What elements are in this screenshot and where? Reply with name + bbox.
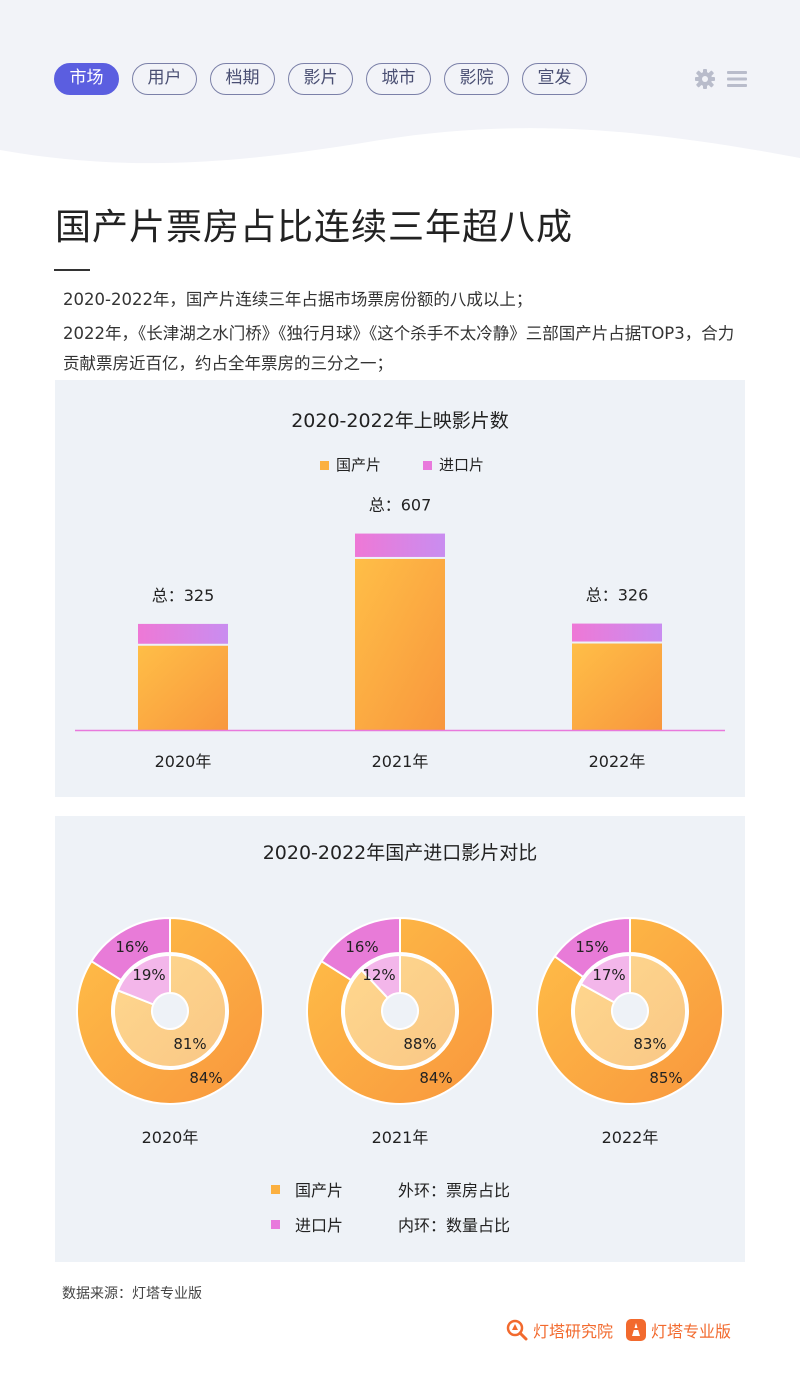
total-label: 总：326 <box>586 586 649 605</box>
tab-schedule[interactable]: 档期 <box>210 63 275 95</box>
inner-imported-label: 17% <box>592 966 625 984</box>
top-nav: 市场 用户 档期 影片 城市 影院 宣发 <box>54 63 587 95</box>
chart-title: 2020-2022年国产进口影片对比 <box>263 842 538 864</box>
donut-chart-panel: 2020-2022年国产进口影片对比 16% 19% 81% 84% 2020年 16% 12… <box>55 816 745 1262</box>
legend-label: 进口片 <box>439 456 484 474</box>
intro-paragraph-1: 2020-2022年，国产片连续三年占据市场票房份额的八成以上； <box>63 290 533 309</box>
outer-ring-imported-slice <box>320 916 401 982</box>
outer-imported-label: 16% <box>345 938 378 956</box>
outer-imported-label: 16% <box>115 938 148 956</box>
lighthouse-logo-icon <box>506 1319 528 1341</box>
legend-swatch <box>320 461 329 470</box>
inner-imported-label: 19% <box>132 966 165 984</box>
bar-domestic <box>138 645 228 730</box>
tab-cities[interactable]: 城市 <box>366 63 431 95</box>
outer-ring-domestic-slice <box>306 916 494 1105</box>
bar-chart-panel: 2020-2022年上映影片数国产片 进口片总：325 2020年 总：607 2021… <box>55 380 745 797</box>
x-tick-label: 2020年 <box>155 752 212 771</box>
inner-imported-label: 12% <box>362 966 395 984</box>
intro-text: 2020-2022年，国产片连续三年占据市场票房份额的八成以上； 2022年，《… <box>63 285 743 383</box>
tab-publicity[interactable]: 宣发 <box>522 63 587 95</box>
outer-domestic-label: 84% <box>189 1069 222 1087</box>
x-tick-label: 2021年 <box>372 752 429 771</box>
header-background <box>0 0 800 180</box>
year-label: 2020年 <box>142 1128 199 1147</box>
year-label: 2022年 <box>602 1128 659 1147</box>
legend-swatch-domestic <box>271 1185 280 1194</box>
outer-ring-domestic-slice <box>536 916 724 1105</box>
legend-domestic-label: 国产片 <box>295 1181 343 1200</box>
brand-research-label: 灯塔研究院 <box>533 1322 614 1341</box>
data-source: 数据来源：灯塔专业版 <box>62 1286 202 1302</box>
page-title: 国产片票房占比连续三年超八成 <box>55 207 574 248</box>
bar-domestic <box>572 643 662 730</box>
bar-imported <box>138 623 228 644</box>
inner-ring-imported-slice <box>116 953 171 1006</box>
inner-ring-domestic-slice <box>343 953 457 1068</box>
inner-domestic-label: 88% <box>403 1035 436 1053</box>
bar-domestic <box>355 558 445 730</box>
tab-films[interactable]: 影片 <box>288 63 353 95</box>
x-tick-label: 2022年 <box>589 752 646 771</box>
menu-icon[interactable] <box>726 68 748 90</box>
total-label: 总：325 <box>152 586 215 605</box>
gear-icon[interactable] <box>694 68 716 90</box>
outer-ring-domestic-slice <box>76 916 264 1105</box>
bar-imported <box>355 533 445 557</box>
inner-ring-domestic-slice <box>113 953 227 1068</box>
tab-market[interactable]: 市场 <box>54 63 119 95</box>
donut-charts: 2020-2022年国产进口影片对比 16% 19% 81% 84% 2020年 16% 12… <box>76 842 724 1235</box>
outer-ring-imported-slice <box>553 916 631 979</box>
tab-cinemas[interactable]: 影院 <box>444 63 509 95</box>
brand-pro: 灯塔专业版 <box>625 1318 731 1342</box>
tab-users[interactable]: 用户 <box>132 63 197 95</box>
brand-research: 灯塔研究院 <box>505 1318 613 1342</box>
legend-outer-ring-note: 外环：票房占比 <box>398 1181 510 1200</box>
legend-inner-ring-note: 内环：数量占比 <box>398 1216 510 1235</box>
inner-domestic-label: 83% <box>633 1035 666 1053</box>
year-label: 2021年 <box>372 1128 429 1147</box>
intro-paragraph-2: 2022年，《长津湖之水门桥》《独行月球》《这个杀手不太冷静》三部国产片占据TO… <box>63 324 735 373</box>
chart-title: 2020-2022年上映影片数 <box>291 410 509 432</box>
legend-imported-label: 进口片 <box>295 1216 343 1235</box>
outer-domestic-label: 85% <box>649 1069 682 1087</box>
legend-swatch <box>423 461 432 470</box>
inner-ring-imported-slice <box>360 953 401 1000</box>
total-label: 总：607 <box>369 496 432 515</box>
legend-label: 国产片 <box>336 456 381 474</box>
legend-swatch-imported <box>271 1220 280 1229</box>
inner-ring-domestic-slice <box>573 953 687 1068</box>
bar-imported <box>572 623 662 642</box>
brand-logos: 灯塔研究院 灯塔专业版 <box>505 1318 731 1342</box>
brand-pro-label: 灯塔专业版 <box>651 1322 732 1341</box>
inner-ring-imported-slice <box>579 953 631 1004</box>
tower-logo-icon <box>626 1319 647 1341</box>
outer-ring-imported-slice <box>90 916 171 982</box>
outer-imported-label: 15% <box>575 938 608 956</box>
title-divider <box>54 269 90 271</box>
outer-domestic-label: 84% <box>419 1069 452 1087</box>
inner-domestic-label: 81% <box>173 1035 206 1053</box>
